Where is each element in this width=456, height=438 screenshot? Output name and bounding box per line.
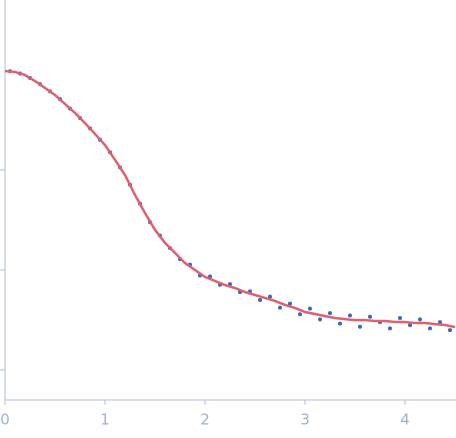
x-tick-label: 4 [400,411,410,429]
data-point [298,312,302,317]
data-point [338,321,342,326]
x-tick-label: 0 [0,411,10,429]
fit-line [4,69,456,329]
data-point [278,305,282,310]
data-point [428,326,432,331]
data-point [268,294,272,299]
data-point [358,324,362,329]
data-point [438,320,442,325]
data-point [318,317,322,322]
data-point [258,298,262,302]
x-tick-label: 3 [300,411,310,429]
data-point [408,323,412,328]
x-tick-label: 1 [100,411,110,429]
data-point [308,306,312,311]
data-point [418,317,422,322]
data-point [368,314,372,319]
data-point [398,316,402,321]
data-point [288,301,292,306]
x-tick-label: 2 [200,411,210,429]
data-point [448,328,452,333]
data-point [348,313,352,318]
data-point [388,326,392,331]
data-point [328,311,332,316]
